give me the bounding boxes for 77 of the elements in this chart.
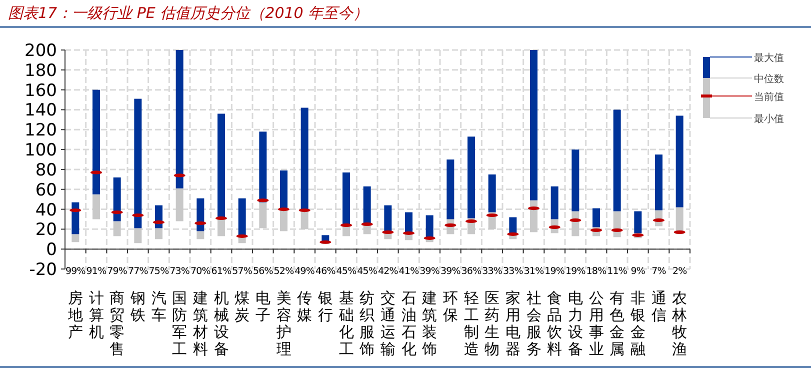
y-tick-label: 100: [24, 140, 57, 161]
x-tick-label: 交通运输: [380, 289, 396, 358]
x-tick-label: 有色金属: [610, 289, 625, 358]
annotation: 91%: [86, 266, 107, 277]
annotation: 70%: [190, 266, 211, 277]
y-tick-label: 60: [35, 180, 57, 200]
annotation: 52%: [274, 266, 294, 277]
x-tick-label: 房地产: [66, 289, 83, 341]
annotation: 36%: [461, 266, 482, 277]
x-tick-label: 计算机: [88, 289, 104, 341]
annotation: 56%: [252, 266, 274, 277]
x-tick-label: 环保: [442, 289, 458, 324]
annotation: 7%: [652, 266, 666, 277]
y-tick-label: 20: [35, 220, 57, 240]
x-tick-label: 医药生物: [484, 289, 500, 358]
annotation: 11%: [607, 266, 628, 277]
legend-label: 最小值: [754, 113, 784, 125]
y-tick-label: 200: [24, 41, 57, 61]
annotation: 39%: [440, 266, 461, 277]
x-tick-label: 公用事业: [588, 289, 604, 358]
annotation: 2%: [672, 266, 688, 277]
y-tick-label: -20: [29, 260, 57, 280]
text: 中位数: [754, 74, 784, 85]
annotation: 99%: [65, 266, 86, 277]
x-tick-label: 煤炭: [234, 289, 250, 324]
x-tick-label: 钢铁: [129, 289, 146, 324]
x-tick-label: 银行: [316, 289, 333, 324]
x-tick-label: 轻工制造: [464, 289, 479, 358]
annotation: 73%: [170, 266, 190, 277]
x-tick-label: 电子: [255, 289, 270, 324]
legend-label: 当前值: [754, 91, 784, 103]
x-tick-label: 家用电器: [505, 289, 520, 358]
x-tick-label: 电力设备: [568, 289, 583, 358]
x-tick-label: 石油石化: [401, 289, 416, 358]
annotation: 33%: [502, 266, 524, 277]
annotation: 18%: [586, 266, 607, 277]
x-tick-label: 建筑材料: [192, 289, 208, 358]
annotation: 19%: [544, 266, 565, 277]
annotation: 31%: [524, 266, 544, 277]
x-tick-label: 机械设备: [214, 289, 229, 358]
y-tick-label: 40: [35, 200, 57, 220]
y-tick-label: 80: [35, 160, 57, 180]
legend-label: 最大值: [754, 52, 784, 64]
y-tick-label: 0: [46, 240, 57, 260]
x-tick-label: 非银金融: [629, 289, 646, 358]
x-tick-label: 基础化工: [338, 289, 354, 358]
y-tick-label: 180: [24, 60, 57, 81]
y-tick-label: 140: [24, 100, 57, 121]
annotation: 45%: [336, 266, 357, 277]
x-tick-label: 传媒: [297, 289, 312, 324]
x-tick-label: 美容护理: [275, 289, 292, 358]
annotation: 49%: [294, 266, 315, 277]
x-tick-label: 食品饮料: [546, 289, 562, 358]
annotation: 45%: [357, 266, 378, 277]
annotation: 46%: [315, 266, 336, 277]
y-tick-label: 160: [24, 80, 57, 101]
x-tick-label: 社会服务: [526, 289, 542, 358]
x-tick-label: 商贸零售: [110, 289, 125, 358]
annotation: 77%: [128, 266, 148, 277]
x-tick-label: 国防军工: [172, 289, 188, 358]
annotation: 39%: [420, 266, 440, 277]
annotation: 57%: [232, 266, 252, 277]
annotation: 19%: [565, 266, 586, 277]
x-tick-label: 纺织服饰: [358, 289, 375, 358]
y-tick-label: 120: [24, 120, 57, 141]
x-tick-label: 通信: [651, 289, 666, 324]
annotation: 9%: [630, 266, 646, 277]
annotation: 61%: [211, 266, 232, 277]
annotation: 79%: [107, 266, 128, 277]
x-tick-label: 建筑装饰: [421, 289, 438, 358]
x-tick-label: 农林牧渔: [671, 289, 688, 358]
annotation: 75%: [148, 266, 170, 277]
annotation: 42%: [378, 266, 398, 277]
chart-title: 图表17：一级行业 PE 估值历史分位（2010 年至今）: [8, 4, 368, 22]
annotation: 41%: [398, 266, 420, 277]
annotation: 33%: [482, 266, 502, 277]
x-tick-label: 汽车: [151, 289, 166, 324]
